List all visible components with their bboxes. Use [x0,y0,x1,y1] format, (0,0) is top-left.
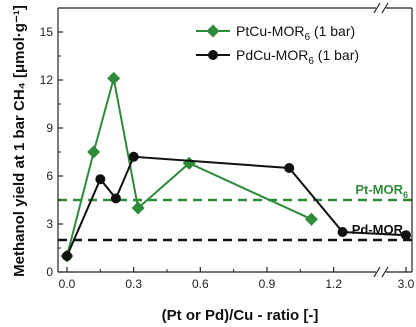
axis-break-mark-1-a [373,266,381,278]
y-axis-title: Methanol yield at 1 bar CH₄ [μmol·g⁻¹] [11,5,28,277]
legend-label-0: PtCu-MOR6 (1 bar) [236,23,355,43]
x-tick-label-2: 0.6 [192,277,209,291]
point-0-3 [131,201,145,215]
y-tick-label-5: 15 [40,25,54,39]
point-1-6 [401,230,411,241]
point-0-5 [304,212,318,226]
point-1-2 [110,193,121,204]
reference-label-1: Pd-MOR6 [352,222,408,240]
x-tick-label-0: 0.0 [59,277,76,291]
legend: PtCu-MOR6 (1 bar) PdCu-MOR6 (1 bar) [196,23,359,67]
y-tick-label-0: 0 [46,265,53,279]
x-tick-label-1: 0.3 [125,277,142,291]
reference-lines: Pt-MOR6 Pd-MOR6 [58,182,412,242]
axis-break-gap-0 [376,4,386,12]
series-layer [60,71,411,263]
axis-break-mark-0-b [381,2,389,14]
legend-marker-0 [206,24,220,38]
x-axis-title: (Pt or Pd)/Cu - ratio [-] [162,307,319,324]
axes: 0 3 6 9 12 15 0.0 0.3 0.6 0.9 1.2 3.0 [40,2,415,291]
point-1-4 [284,163,295,173]
axis-break-gap-1 [376,268,386,276]
x-tick-label-5: 3.0 [398,277,415,291]
x-tick-label-3: 0.9 [259,277,276,291]
y-tick-label-2: 6 [46,169,53,183]
reference-label-0: Pt-MOR6 [355,182,408,200]
point-1-3 [128,151,139,162]
axis-break-mark-0-a [373,2,381,14]
axis-break-mark-1-b [381,266,389,278]
point-0-2 [107,71,121,85]
point-1-0 [62,251,72,261]
series-line-1 [66,155,407,257]
x-tick-label-4: 1.2 [325,277,342,291]
point-1-5 [337,227,348,237]
point-1-1 [95,174,106,185]
series-1 [62,151,411,261]
legend-label-1: PdCu-MOR6 (1 bar) [236,47,359,67]
point-0-1 [87,145,101,159]
y-tick-label-3: 9 [46,121,53,135]
y-tick-label-1: 3 [46,217,53,231]
legend-marker-1 [208,50,218,60]
y-tick-label-4: 12 [40,73,54,87]
series-line-0 [66,78,312,257]
